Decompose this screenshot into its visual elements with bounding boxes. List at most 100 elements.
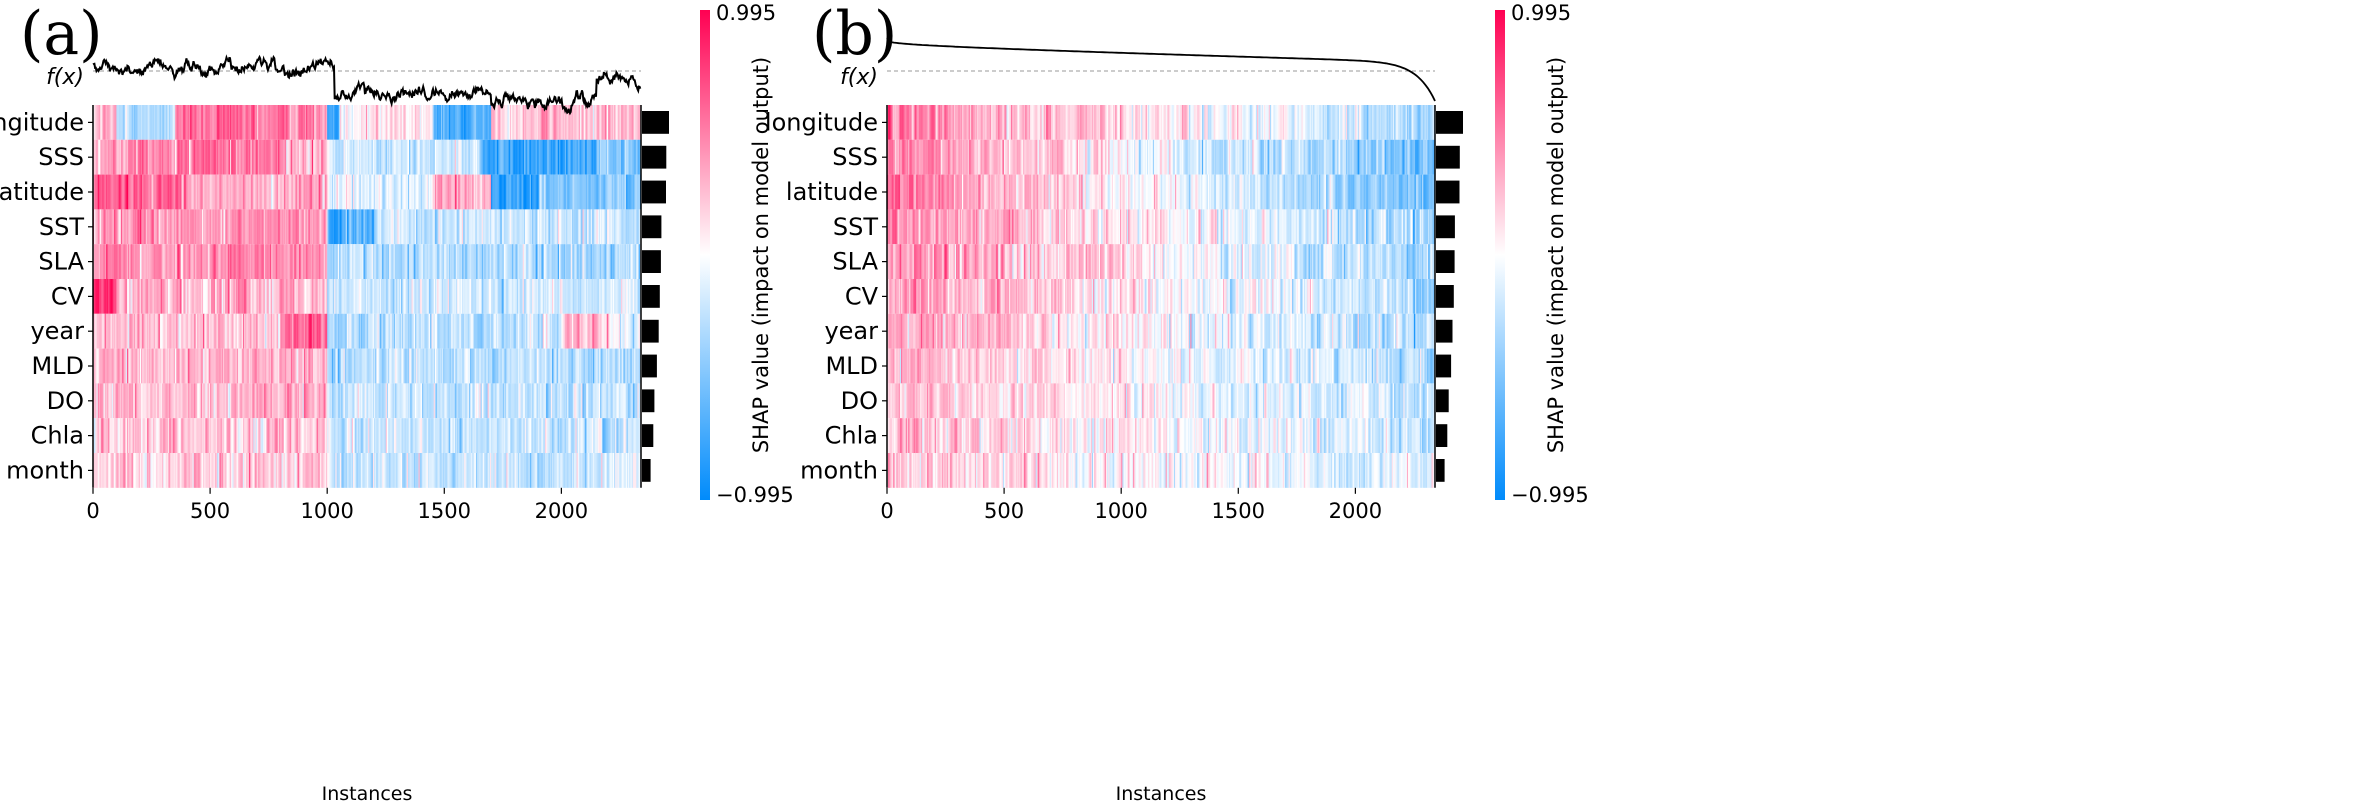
heatmap-cell [324, 383, 327, 419]
heatmap-cell [275, 139, 278, 175]
heatmap-cell [461, 244, 464, 279]
heatmap-cell [266, 244, 268, 279]
heatmap-cell [244, 174, 246, 210]
heatmap-cell [201, 209, 204, 245]
heatmap-cell [629, 348, 631, 384]
heatmap-cell [224, 313, 226, 349]
heatmap-cell [97, 279, 100, 314]
heatmap-cell [166, 418, 169, 453]
heatmap-cell [237, 139, 239, 175]
heatmap-cell [233, 418, 236, 453]
heatmap-cell [129, 139, 131, 175]
heatmap-cell [379, 453, 382, 488]
heatmap-cell [317, 418, 320, 453]
heatmap-cell [256, 453, 259, 488]
heatmap-cell [311, 139, 314, 175]
heatmap-cell [609, 244, 611, 279]
heatmap-cell [584, 244, 587, 279]
heatmap-cell [290, 313, 293, 349]
heatmap-cell [410, 418, 412, 453]
heatmap-cell [492, 209, 494, 245]
heatmap-cell [406, 174, 409, 210]
heatmap-cell [262, 453, 265, 488]
heatmap-cell [214, 174, 217, 210]
heatmap-cell [362, 348, 364, 384]
heatmap-cell [570, 313, 573, 349]
heatmap-cell [166, 244, 169, 279]
heatmap-cell [290, 209, 293, 245]
heatmap-cell [433, 174, 436, 210]
heatmap-cell [375, 174, 377, 210]
heatmap-cell [509, 313, 512, 349]
heatmap-cell [268, 244, 271, 279]
heatmap-cell [282, 348, 285, 384]
heatmap-cell [254, 313, 257, 349]
heatmap-cell [272, 244, 274, 279]
heatmap-cell [418, 383, 421, 419]
heatmap-cell [385, 418, 388, 453]
heatmap-cell [489, 244, 492, 279]
heatmap-cell [539, 174, 541, 210]
heatmap-cell [556, 383, 559, 419]
heatmap-cell [625, 418, 628, 453]
heatmap-cell [262, 418, 265, 453]
heatmap-cell [125, 139, 128, 175]
heatmap-cell [455, 174, 458, 210]
heatmap-cell [233, 244, 236, 279]
heatmap-cell [186, 453, 189, 488]
heatmap-cell [116, 383, 118, 419]
heatmap-cell [560, 348, 562, 384]
heatmap-cell [225, 209, 227, 245]
heatmap-cell [148, 174, 150, 210]
heatmap-cell [480, 174, 483, 210]
heatmap-cell [119, 244, 122, 279]
heatmap-cell [505, 209, 507, 245]
heatmap-cell [342, 279, 344, 314]
heatmap-cell [405, 244, 408, 279]
heatmap-cell [583, 279, 586, 314]
heatmap-cell [367, 348, 369, 384]
heatmap-cell [198, 348, 200, 384]
heatmap-cell [116, 453, 118, 488]
heatmap-cell [509, 105, 512, 140]
heatmap-cell [289, 105, 292, 140]
heatmap-cell [126, 418, 129, 453]
heatmap-cell [104, 209, 107, 245]
heatmap-cell [600, 279, 602, 314]
heatmap-cell [103, 348, 106, 384]
heatmap-cell [465, 105, 467, 140]
heatmap-cell [133, 418, 136, 453]
heatmap-cell [280, 279, 282, 314]
heatmap-cell [321, 418, 323, 453]
heatmap-cell [341, 313, 343, 349]
heatmap-cell [365, 139, 368, 175]
heatmap-cell [296, 209, 299, 245]
heatmap-cell [395, 139, 397, 175]
heatmap-cell [283, 209, 286, 245]
heatmap-cell [156, 383, 158, 419]
heatmap-cell [420, 279, 423, 314]
heatmap-cell [128, 279, 130, 314]
heatmap-cell [219, 139, 222, 175]
heatmap-cell [102, 383, 104, 419]
heatmap-cell [389, 418, 391, 453]
heatmap-cell [357, 209, 360, 245]
heatmap-cell [365, 279, 368, 314]
heatmap-cell [465, 209, 467, 245]
heatmap-cell [529, 244, 532, 279]
heatmap-cell [523, 348, 526, 384]
heatmap-cell [165, 383, 168, 419]
heatmap-cell [463, 418, 465, 453]
heatmap-cell [423, 174, 425, 210]
heatmap-cell [233, 174, 236, 210]
heatmap-cell [537, 418, 540, 453]
heatmap-cell [389, 244, 391, 279]
heatmap-cell [334, 418, 336, 453]
heatmap-cell [563, 244, 566, 279]
heatmap-cell [590, 279, 593, 314]
heatmap-cell [625, 174, 628, 210]
heatmap-cell [123, 348, 126, 384]
heatmap-cell [317, 105, 320, 140]
heatmap-cell [553, 348, 555, 384]
heatmap-cell [448, 383, 451, 419]
